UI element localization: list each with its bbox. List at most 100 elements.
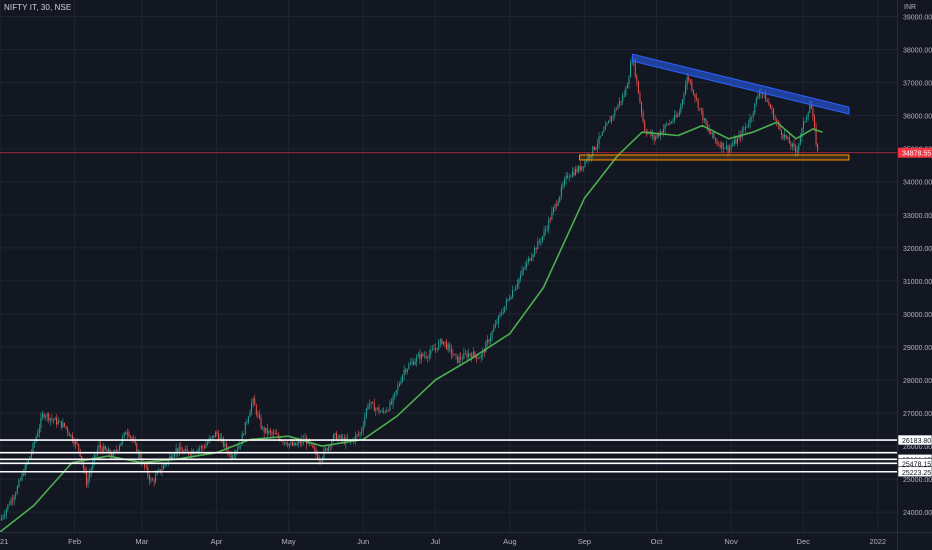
candle-body	[427, 357, 429, 358]
candle-body	[309, 439, 311, 444]
candle-body	[395, 390, 397, 393]
candle-body	[741, 129, 743, 138]
candle-body	[227, 449, 229, 454]
candle-body	[692, 90, 694, 94]
candle-body	[617, 105, 619, 110]
candle-body	[277, 434, 279, 438]
candle-body	[391, 401, 393, 404]
candle-body	[433, 349, 435, 350]
candle-body	[612, 115, 614, 117]
candle-body	[365, 408, 367, 417]
candle-body	[123, 432, 125, 437]
candle-body	[446, 342, 448, 350]
candle-body	[211, 435, 213, 438]
candle-body	[623, 95, 625, 96]
candle-body	[804, 121, 806, 122]
candle-body	[328, 445, 330, 451]
candle-body	[630, 63, 632, 78]
candle-body	[670, 122, 672, 123]
candle-body	[508, 299, 510, 300]
candle-body	[29, 456, 31, 460]
candle-body	[317, 454, 319, 460]
support-zone	[579, 154, 850, 161]
candle-body	[159, 469, 161, 473]
candle-body	[207, 442, 209, 445]
candle-body	[251, 402, 253, 412]
candle-body	[477, 357, 479, 359]
candle-body	[622, 95, 624, 102]
candle-body	[472, 351, 474, 358]
candle-body	[769, 104, 771, 109]
candle-body	[73, 440, 75, 445]
candle-body	[263, 427, 265, 433]
candle-body	[600, 135, 602, 137]
candle-body	[68, 432, 70, 436]
candle-body	[529, 258, 531, 261]
candle-body	[449, 344, 451, 348]
candle-body	[348, 440, 350, 442]
candle-body	[354, 435, 356, 442]
candle-body	[101, 447, 103, 452]
candle-body	[372, 402, 374, 403]
candle-body	[653, 134, 655, 140]
candle-body	[776, 119, 778, 123]
candle-body	[453, 354, 455, 356]
candle-body	[809, 105, 811, 113]
candle-body	[743, 129, 745, 131]
x-tick-label: Jun	[357, 537, 369, 546]
candle-body	[104, 446, 106, 450]
candle-body	[87, 477, 89, 485]
candle-body	[420, 353, 422, 360]
candle-body	[699, 107, 701, 109]
candle-body	[56, 417, 58, 425]
candle-body	[38, 427, 40, 434]
candle-body	[688, 77, 690, 81]
candle-body	[463, 353, 465, 359]
candle-body	[233, 454, 235, 457]
current-price-label-box	[898, 147, 932, 158]
symbol-title[interactable]: NIFTY IT, 30, NSE	[4, 3, 72, 12]
candle-body	[222, 437, 224, 446]
candle-body	[466, 353, 468, 358]
candle-body	[619, 101, 621, 106]
candle-body	[60, 421, 62, 428]
candle-body	[458, 356, 460, 363]
candle-body	[394, 392, 396, 397]
candle-body	[595, 147, 597, 150]
candle-body	[639, 93, 641, 103]
candle-body	[249, 411, 251, 418]
candle-body	[158, 469, 160, 472]
candle-body	[545, 229, 547, 232]
candle-body	[626, 84, 628, 89]
candle-body	[54, 417, 56, 421]
candle-body	[51, 418, 53, 420]
candle-body	[620, 101, 622, 102]
candle-body	[460, 356, 462, 360]
candle-body	[115, 450, 117, 451]
candle-body	[269, 430, 271, 432]
candle-body	[45, 416, 47, 418]
moving-average-line	[0, 121, 823, 533]
candle-body	[7, 504, 9, 510]
candle-body	[74, 441, 76, 445]
candle-body	[145, 466, 147, 468]
candle-body	[380, 411, 382, 413]
x-tick-label: Aug	[503, 537, 516, 546]
candle-body	[389, 401, 391, 411]
candle-body	[332, 434, 334, 442]
candle-body	[112, 452, 114, 457]
candle-body	[530, 257, 532, 261]
candle-body	[589, 155, 591, 158]
candle-body	[705, 118, 707, 126]
candle-body	[609, 120, 611, 122]
candle-body	[369, 404, 371, 406]
candle-body	[131, 437, 133, 440]
candle-body	[700, 108, 702, 111]
time-axis[interactable]: 2021 Feb Mar Apr May Jun Jul Aug Sep Oct Nov Dec 202…	[0, 532, 932, 547]
candle-body	[170, 456, 172, 459]
candle-body	[634, 60, 636, 77]
moving-average-series	[0, 121, 823, 533]
candle-body	[754, 103, 756, 114]
candle-body	[378, 407, 380, 413]
